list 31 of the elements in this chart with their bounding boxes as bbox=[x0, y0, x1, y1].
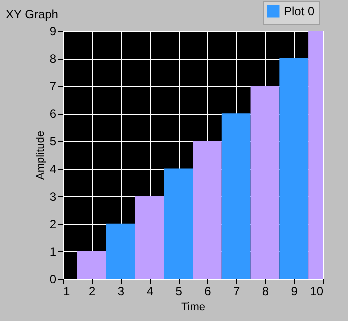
chart-title: XY Graph bbox=[6, 8, 58, 22]
y-tick-label: 1 bbox=[50, 244, 57, 259]
bar bbox=[250, 86, 280, 279]
y-axis-title: Amplitude bbox=[34, 131, 47, 180]
y-tick-label: 6 bbox=[50, 107, 57, 122]
y-tick-label: 5 bbox=[50, 134, 57, 149]
x-tick-label: 4 bbox=[146, 284, 154, 298]
bar bbox=[222, 114, 251, 279]
bar bbox=[164, 168, 193, 279]
legend-label: Plot 0 bbox=[284, 4, 316, 18]
bar bbox=[193, 141, 222, 279]
x-tick-label: 3 bbox=[118, 284, 125, 298]
x-tick-label: 6 bbox=[204, 284, 212, 298]
y-tick-label: 4 bbox=[50, 162, 57, 176]
x-axis-title: Time bbox=[181, 302, 206, 314]
x-tick-label: 9 bbox=[291, 284, 298, 298]
x-tick-label: 2 bbox=[89, 284, 96, 298]
x-tick-label: 7 bbox=[233, 284, 240, 298]
y-tick-label: 0 bbox=[50, 272, 57, 286]
x-tick-label: 1 bbox=[64, 284, 70, 298]
bar bbox=[106, 224, 136, 279]
x-tick-label: 8 bbox=[262, 284, 270, 298]
y-tick-label: 9 bbox=[50, 24, 57, 38]
bar bbox=[135, 196, 164, 279]
y-tick-label: 2 bbox=[50, 217, 57, 232]
y-tick-label: 3 bbox=[50, 190, 57, 204]
x-tick-label: 10 bbox=[310, 284, 324, 298]
x-tick-label: 5 bbox=[176, 284, 183, 298]
bar bbox=[77, 251, 106, 279]
y-tick-label: 7 bbox=[50, 80, 57, 94]
y-tick-label: 8 bbox=[50, 52, 57, 66]
